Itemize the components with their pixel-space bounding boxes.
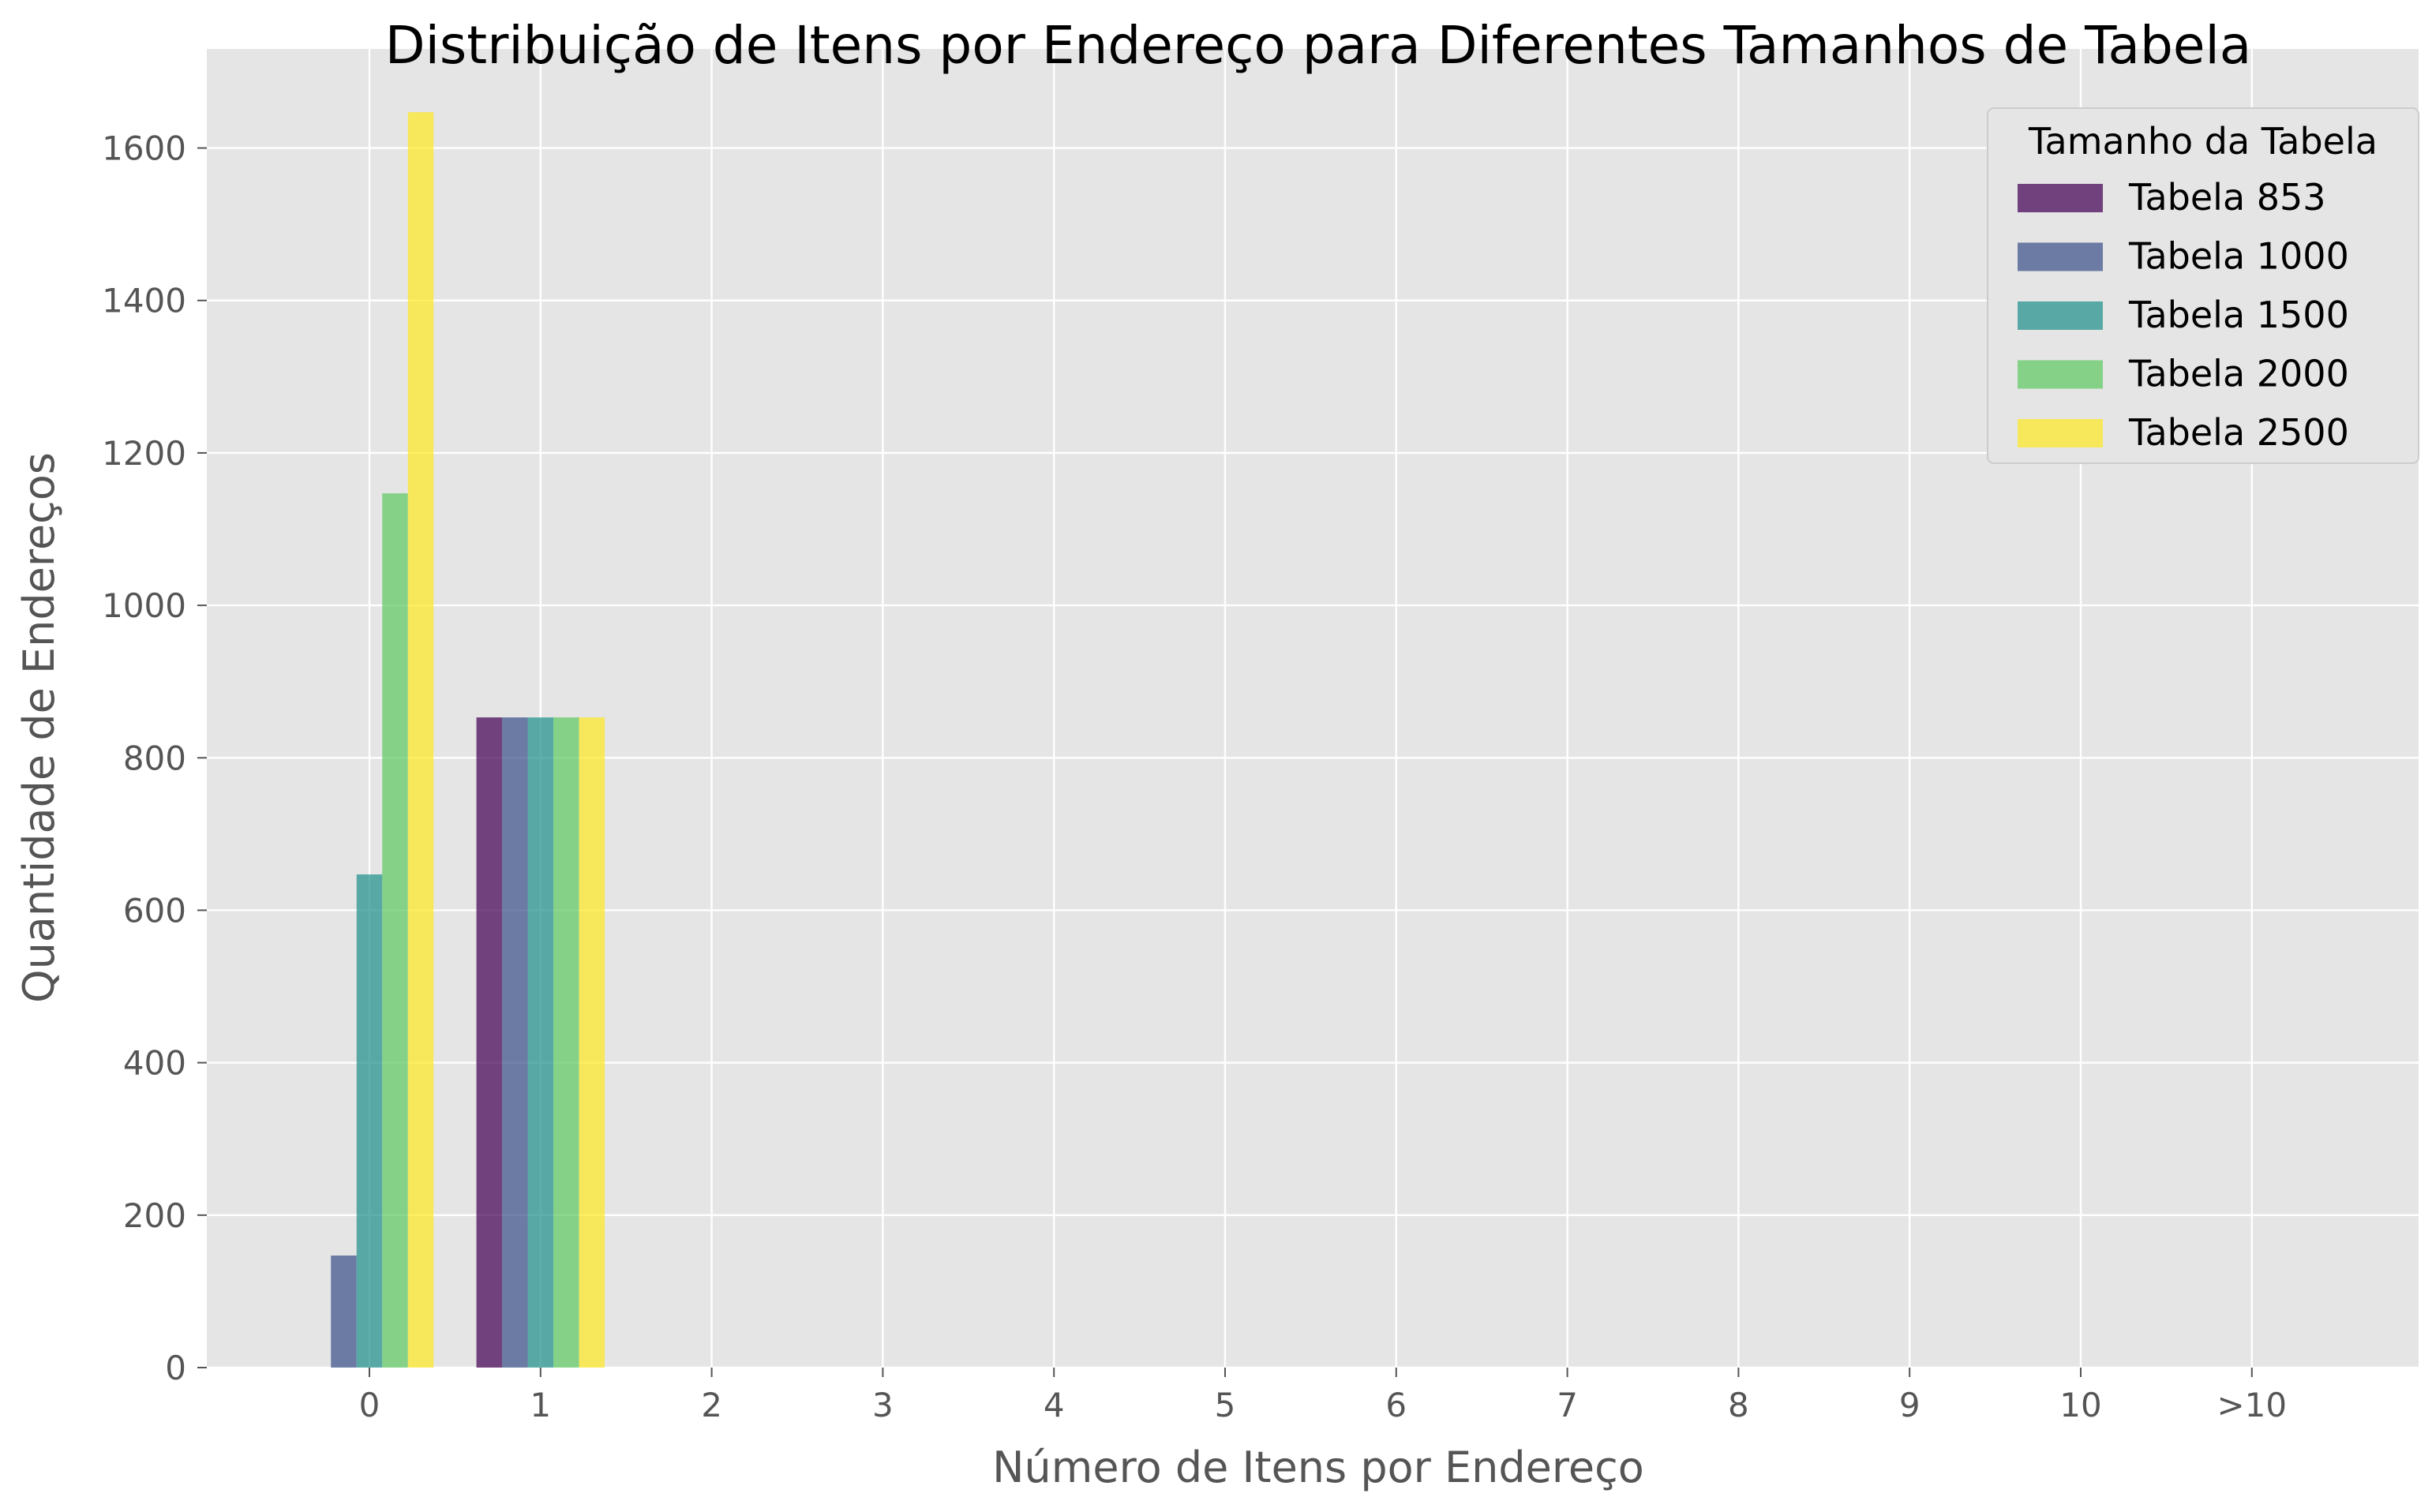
x-tick-label: 4	[1044, 1386, 1065, 1424]
series-tabela-1000	[331, 717, 528, 1368]
x-tick-label: 1	[530, 1386, 551, 1424]
y-tick-label: 200	[123, 1196, 186, 1235]
x-tick-label: 9	[1899, 1386, 1920, 1424]
legend-entries: Tabela 853 Tabela 1000 Tabela 1500 Tabela 2…	[2018, 176, 2349, 454]
series-tabela-2000	[382, 493, 579, 1368]
legend-swatch	[2018, 184, 2103, 212]
legend-label: Tabela 2000	[2128, 353, 2349, 395]
y-tick-label: 600	[123, 891, 186, 930]
x-tick-label: 5	[1215, 1386, 1236, 1424]
bar	[502, 717, 528, 1368]
legend-label: Tabela 1000	[2128, 235, 2349, 278]
legend-label: Tabela 1500	[2128, 294, 2349, 336]
legend-label: Tabela 853	[2128, 176, 2326, 219]
y-tick-label: 0	[165, 1349, 186, 1387]
bar	[579, 717, 605, 1368]
bar	[331, 1256, 357, 1368]
y-axis-label: Quantidade de Endereços	[14, 452, 64, 1003]
legend-entry: Tabela 853	[2018, 176, 2326, 219]
bars	[331, 112, 605, 1368]
series-tabela-1500	[356, 717, 554, 1368]
y-tick-label: 1400	[102, 282, 186, 320]
bar	[382, 493, 408, 1368]
legend-entry: Tabela 2500	[2018, 411, 2349, 454]
legend-title: Tamanho da Tabela	[2028, 120, 2378, 163]
x-tick-label: 2	[701, 1386, 722, 1424]
series-tabela-853	[476, 717, 503, 1368]
legend-entry: Tabela 1500	[2018, 294, 2349, 336]
series-tabela-2500	[407, 112, 605, 1368]
x-tick-label: 3	[872, 1386, 894, 1424]
bar	[407, 112, 434, 1368]
y-tick-label: 800	[123, 739, 186, 777]
y-tick-label: 1200	[102, 434, 186, 473]
x-axis-label: Número de Itens por Endereço	[992, 1443, 1644, 1492]
y-tick-label: 1600	[102, 129, 186, 168]
x-tick-label: 0	[359, 1386, 380, 1424]
bar	[356, 874, 383, 1368]
x-axis-ticks: 0 1 2 3 4 5 6 7 8 9 10 >10	[359, 1368, 2287, 1424]
x-tick-label: 6	[1385, 1386, 1407, 1424]
legend-swatch	[2018, 242, 2103, 271]
bar	[553, 717, 579, 1368]
x-tick-label: 10	[2059, 1386, 2101, 1424]
x-tick-label: 8	[1728, 1386, 1749, 1424]
legend-entry: Tabela 2000	[2018, 353, 2349, 395]
y-tick-label: 1000	[102, 586, 186, 625]
legend-swatch	[2018, 419, 2103, 447]
legend-entry: Tabela 1000	[2018, 235, 2349, 278]
chart-title: Distribuição de Itens por Endereço para …	[385, 15, 2251, 76]
bar	[527, 717, 554, 1368]
legend-label: Tabela 2500	[2128, 411, 2349, 454]
y-axis-ticks: 0 200 400 600 800 1000 1200 1400 1600	[102, 129, 207, 1387]
y-tick-label: 400	[123, 1044, 186, 1083]
legend-swatch	[2018, 360, 2103, 389]
bar	[476, 717, 503, 1368]
x-tick-label: 7	[1557, 1386, 1578, 1424]
legend-swatch	[2018, 301, 2103, 330]
x-tick-label: >10	[2217, 1386, 2287, 1424]
